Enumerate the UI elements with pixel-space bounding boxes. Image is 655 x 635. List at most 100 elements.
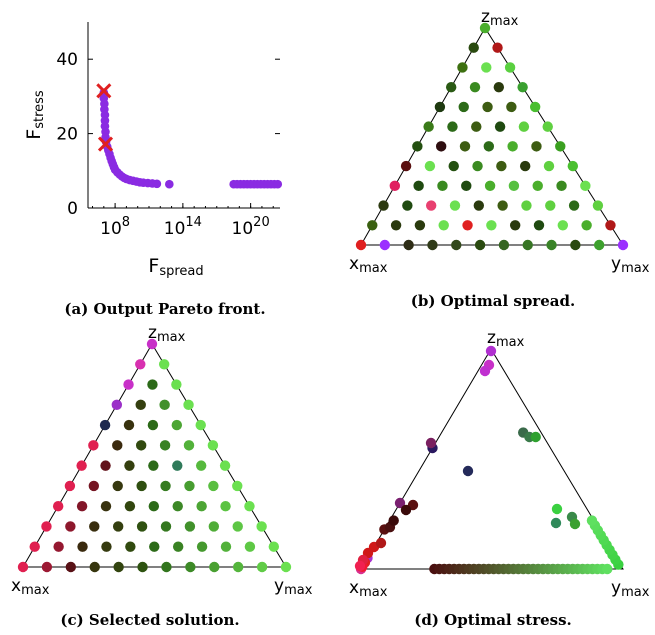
data-point bbox=[529, 101, 541, 113]
data-point bbox=[449, 200, 461, 211]
data-point bbox=[461, 180, 472, 192]
data-point bbox=[244, 500, 255, 512]
data-point bbox=[545, 200, 556, 211]
data-point bbox=[113, 561, 124, 573]
data-point bbox=[196, 541, 208, 552]
data-point bbox=[268, 541, 280, 552]
data-point bbox=[569, 518, 581, 530]
data-point bbox=[232, 480, 243, 492]
data-point bbox=[479, 22, 491, 34]
pareto-front-chart: 0 20 40 108 1014 1020 Fstress Fspread (a) Output… bbox=[23, 22, 283, 318]
data-point bbox=[414, 220, 426, 231]
data-point bbox=[423, 121, 434, 132]
panel-a: 0 20 40 108 1014 1020 Fstress Fspread (a) Output… bbox=[0, 0, 327, 320]
data-point bbox=[458, 101, 469, 113]
vertex-label-x: xmax bbox=[349, 578, 388, 600]
triangle-frame bbox=[360, 27, 624, 246]
data-point bbox=[518, 121, 530, 132]
data-point bbox=[77, 541, 88, 552]
data-point bbox=[256, 521, 267, 532]
data-point bbox=[451, 239, 462, 251]
data-point bbox=[592, 200, 604, 211]
data-point bbox=[437, 180, 448, 192]
ternary-chart-optimal-stress: xmax ymax zmax (d) Optimal stress. bbox=[349, 328, 650, 629]
data-point bbox=[438, 220, 449, 231]
data-point bbox=[570, 239, 581, 251]
data-point bbox=[256, 561, 268, 573]
data-point bbox=[517, 81, 528, 93]
data-point bbox=[280, 561, 292, 573]
data-point bbox=[462, 465, 474, 477]
data-point bbox=[508, 180, 520, 192]
data-point bbox=[135, 399, 146, 411]
data-point bbox=[146, 338, 158, 350]
data-point bbox=[457, 62, 468, 73]
data-point bbox=[29, 541, 40, 552]
vertex-label-x: xmax bbox=[11, 576, 50, 598]
data-point bbox=[522, 239, 533, 251]
data-point bbox=[52, 500, 64, 512]
data-point bbox=[471, 121, 482, 132]
data-point bbox=[147, 419, 159, 431]
data-point bbox=[468, 42, 479, 53]
data-point bbox=[550, 517, 562, 529]
data-point bbox=[207, 440, 219, 451]
data-point bbox=[171, 379, 182, 390]
data-point bbox=[208, 521, 220, 532]
data-point bbox=[112, 440, 123, 451]
data-point bbox=[497, 200, 508, 211]
data-point bbox=[135, 359, 146, 370]
data-point bbox=[135, 440, 147, 451]
data-point bbox=[546, 239, 557, 251]
data-point bbox=[273, 179, 283, 189]
data-point bbox=[521, 200, 532, 211]
ternary-chart-optimal-spread: xmax ymax zmax (b) Optimal spread. bbox=[349, 7, 650, 310]
data-point bbox=[486, 220, 497, 231]
data-point bbox=[53, 541, 64, 552]
data-point bbox=[123, 379, 134, 390]
data-point bbox=[161, 561, 172, 573]
data-point bbox=[533, 220, 545, 231]
data-point bbox=[378, 200, 389, 211]
data-point bbox=[483, 141, 495, 152]
data-point bbox=[412, 141, 423, 152]
data-point bbox=[367, 220, 378, 231]
vertex-label-y: ymax bbox=[274, 576, 313, 598]
data-point bbox=[390, 220, 402, 231]
caption: (d) Optimal stress. bbox=[414, 611, 572, 629]
y-tick-label: 20 bbox=[56, 125, 78, 145]
data-point bbox=[494, 121, 506, 132]
x-tick-label: 108 bbox=[100, 215, 130, 239]
data-point bbox=[388, 515, 399, 526]
selected-marker-stroke bbox=[97, 136, 114, 152]
data-point bbox=[462, 220, 473, 231]
data-point bbox=[185, 561, 196, 573]
data-point bbox=[159, 440, 171, 451]
data-point bbox=[195, 460, 207, 471]
data-point bbox=[65, 561, 77, 573]
data-point bbox=[147, 379, 158, 390]
data-point bbox=[220, 500, 231, 512]
data-point bbox=[171, 419, 183, 431]
vertex-label-z: zmax bbox=[481, 7, 519, 29]
data-point bbox=[99, 419, 111, 431]
panel-c: xmax ymax zmax (c) Selected solution. bbox=[0, 320, 327, 635]
data-point bbox=[184, 521, 196, 532]
data-point bbox=[76, 460, 87, 471]
data-point bbox=[209, 561, 220, 573]
data-point bbox=[567, 160, 579, 172]
data-point bbox=[112, 480, 123, 492]
data-point bbox=[244, 541, 256, 552]
data-point bbox=[123, 419, 135, 431]
data-point bbox=[400, 504, 412, 516]
data-point bbox=[413, 180, 424, 192]
data-point bbox=[375, 537, 387, 549]
ternary-chart-selected-solution: xmax ymax zmax (c) Selected solution. bbox=[11, 323, 313, 629]
data-point bbox=[531, 141, 542, 152]
data-point bbox=[379, 239, 391, 251]
data-point bbox=[472, 160, 483, 172]
data-point bbox=[152, 179, 162, 189]
data-point bbox=[76, 500, 88, 512]
data-point bbox=[124, 460, 135, 471]
data-point bbox=[41, 521, 52, 532]
